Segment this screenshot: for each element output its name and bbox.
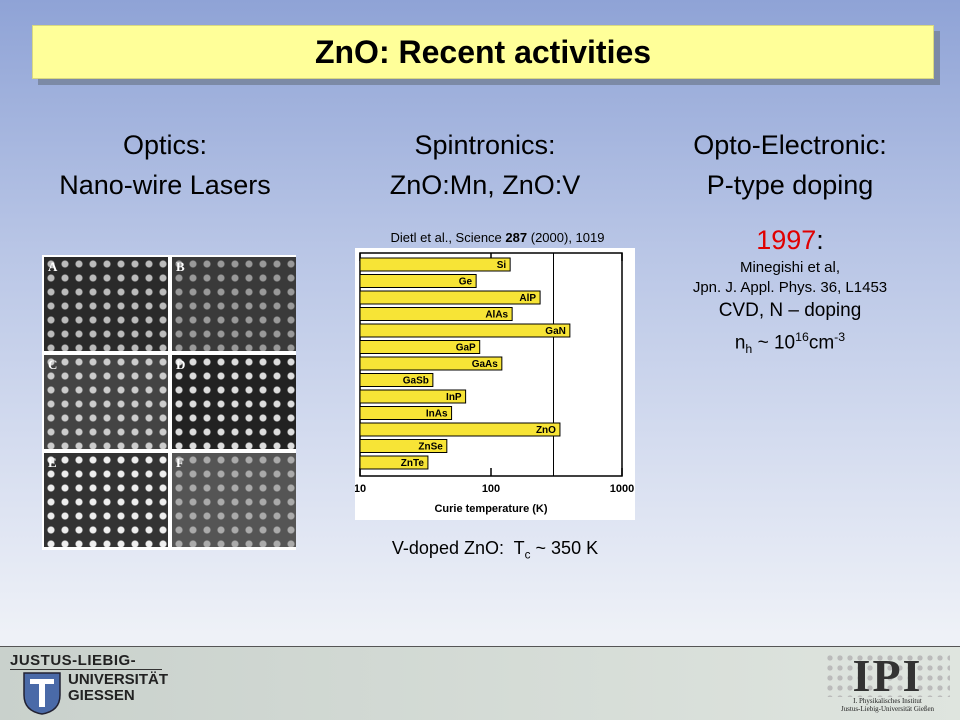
density-exp: -3 xyxy=(834,330,846,344)
density-exp: 16 xyxy=(795,330,809,344)
curie-chart: 10 100 1000 Curie temperature (K) Si Ge AlP AlA… xyxy=(355,248,635,520)
authors: Minegishi et al, xyxy=(739,259,841,276)
density-sub: h xyxy=(745,342,753,357)
sem-panel: C xyxy=(44,355,168,449)
caption-sub: c xyxy=(524,548,531,562)
bar xyxy=(359,356,503,371)
panel-letter: B xyxy=(176,259,185,274)
panel-letter: D xyxy=(176,357,186,372)
bar-label: Ge xyxy=(459,277,473,288)
university-line: UNIVERSITÄT xyxy=(68,671,169,688)
panel-letter: C xyxy=(48,357,58,372)
bar-label: GaN xyxy=(545,326,566,337)
density-mid: ~ 10 xyxy=(757,332,796,354)
sem-panel: E xyxy=(44,453,168,547)
column-heading: Opto-Electronic: P-type doping xyxy=(640,125,940,205)
bar xyxy=(359,439,448,453)
caption: V-doped ZnO: Tc ~ 350 K xyxy=(340,538,650,562)
bar-label: AlP xyxy=(519,293,536,304)
institute-logo: IPI xyxy=(852,650,923,701)
sem-panel: F xyxy=(172,453,296,547)
divider xyxy=(10,669,162,670)
sem-panel: B xyxy=(172,257,296,351)
x-tick-label: 1000 xyxy=(610,483,634,495)
citation-pages: (2000), 1019 xyxy=(530,230,605,245)
column-heading: Optics: Nano-wire Lasers xyxy=(20,125,310,205)
heading-line: P-type doping xyxy=(706,170,874,200)
year: 1997 xyxy=(756,225,817,255)
bar xyxy=(359,323,571,338)
panel-letter: A xyxy=(48,259,58,274)
bar-label: ZnSe xyxy=(418,442,443,453)
bar-label: GaSb xyxy=(403,376,429,387)
panel-letter: E xyxy=(48,455,57,470)
caption-text: V-doped ZnO: xyxy=(391,538,504,558)
bar-label: GaAs xyxy=(472,359,499,370)
p-type-block: 1997: Minegishi et al, Jpn. J. Appl. Phy… xyxy=(640,222,940,362)
bar xyxy=(359,455,429,470)
institute-line: Justus-Liebig-Universität Gießen xyxy=(840,705,935,713)
university-line: GIESSEN xyxy=(68,687,135,704)
method: CVD, N – doping xyxy=(718,300,862,321)
bar xyxy=(359,274,477,288)
column-heading: Spintronics: ZnO:Mn, ZnO:V xyxy=(340,125,630,205)
caption-symbol: T xyxy=(513,538,525,558)
x-axis-label: Curie temperature (K) xyxy=(434,503,547,515)
bar-label: InP xyxy=(446,392,462,403)
x-tick-label: 100 xyxy=(482,483,500,495)
heading-line: Spintronics: xyxy=(414,130,556,160)
bar xyxy=(359,307,513,321)
footer: JUSTUS-LIEBIG- UNIVERSITÄT GIESSEN IPI I… xyxy=(0,646,960,720)
shield-letter xyxy=(30,679,54,707)
bar xyxy=(359,373,434,387)
heading-line: Optics: xyxy=(122,130,208,160)
sem-image: A B C D E F xyxy=(42,255,296,550)
bar-label: GaP xyxy=(456,343,476,354)
university-emblem xyxy=(23,672,61,715)
logo-dots xyxy=(825,653,950,697)
caption-value: ~ 350 K xyxy=(535,538,599,558)
bar xyxy=(359,406,453,420)
citation-authors: Dietl et al., Science xyxy=(390,230,502,245)
university-line: JUSTUS-LIEBIG- xyxy=(10,652,137,669)
heading-line: Opto-Electronic: xyxy=(693,130,887,160)
year-suffix: : xyxy=(816,225,824,255)
bar-label: AlAs xyxy=(485,310,508,321)
bar-label: ZnO xyxy=(536,425,556,436)
density-unit: cm xyxy=(808,332,835,354)
sem-panel: A xyxy=(44,257,168,351)
density: nh ~ 1016cm-3 xyxy=(640,324,940,362)
bar-label: ZnTe xyxy=(401,458,425,469)
citation-volume: 287 xyxy=(505,230,528,245)
bar-label: InAs xyxy=(426,409,448,420)
bar xyxy=(359,340,481,354)
density-base: n xyxy=(734,332,746,354)
heading-line: ZnO:Mn, ZnO:V xyxy=(389,170,581,200)
institute-line: I. Physikalisches Institut xyxy=(853,697,922,705)
journal: Jpn. J. Appl. Phys. 36, L1453 xyxy=(692,279,888,296)
citation: Dietl et al., Science 287 (2000), 1019 xyxy=(355,230,640,245)
heading-line: Nano-wire Lasers xyxy=(59,170,271,200)
bar xyxy=(359,389,467,404)
x-tick-label: 10 xyxy=(355,483,366,495)
title: ZnO: Recent activities xyxy=(32,25,934,79)
bar xyxy=(359,422,561,437)
institute-text: I. Physikalisches Institut Justus-Liebig… xyxy=(820,697,955,713)
panel-letter: F xyxy=(176,455,184,470)
sem-panel: D xyxy=(172,355,296,449)
bar-label: Si xyxy=(497,260,507,271)
bar xyxy=(359,290,541,305)
bar xyxy=(359,257,511,272)
year-line: 1997: xyxy=(640,222,940,258)
